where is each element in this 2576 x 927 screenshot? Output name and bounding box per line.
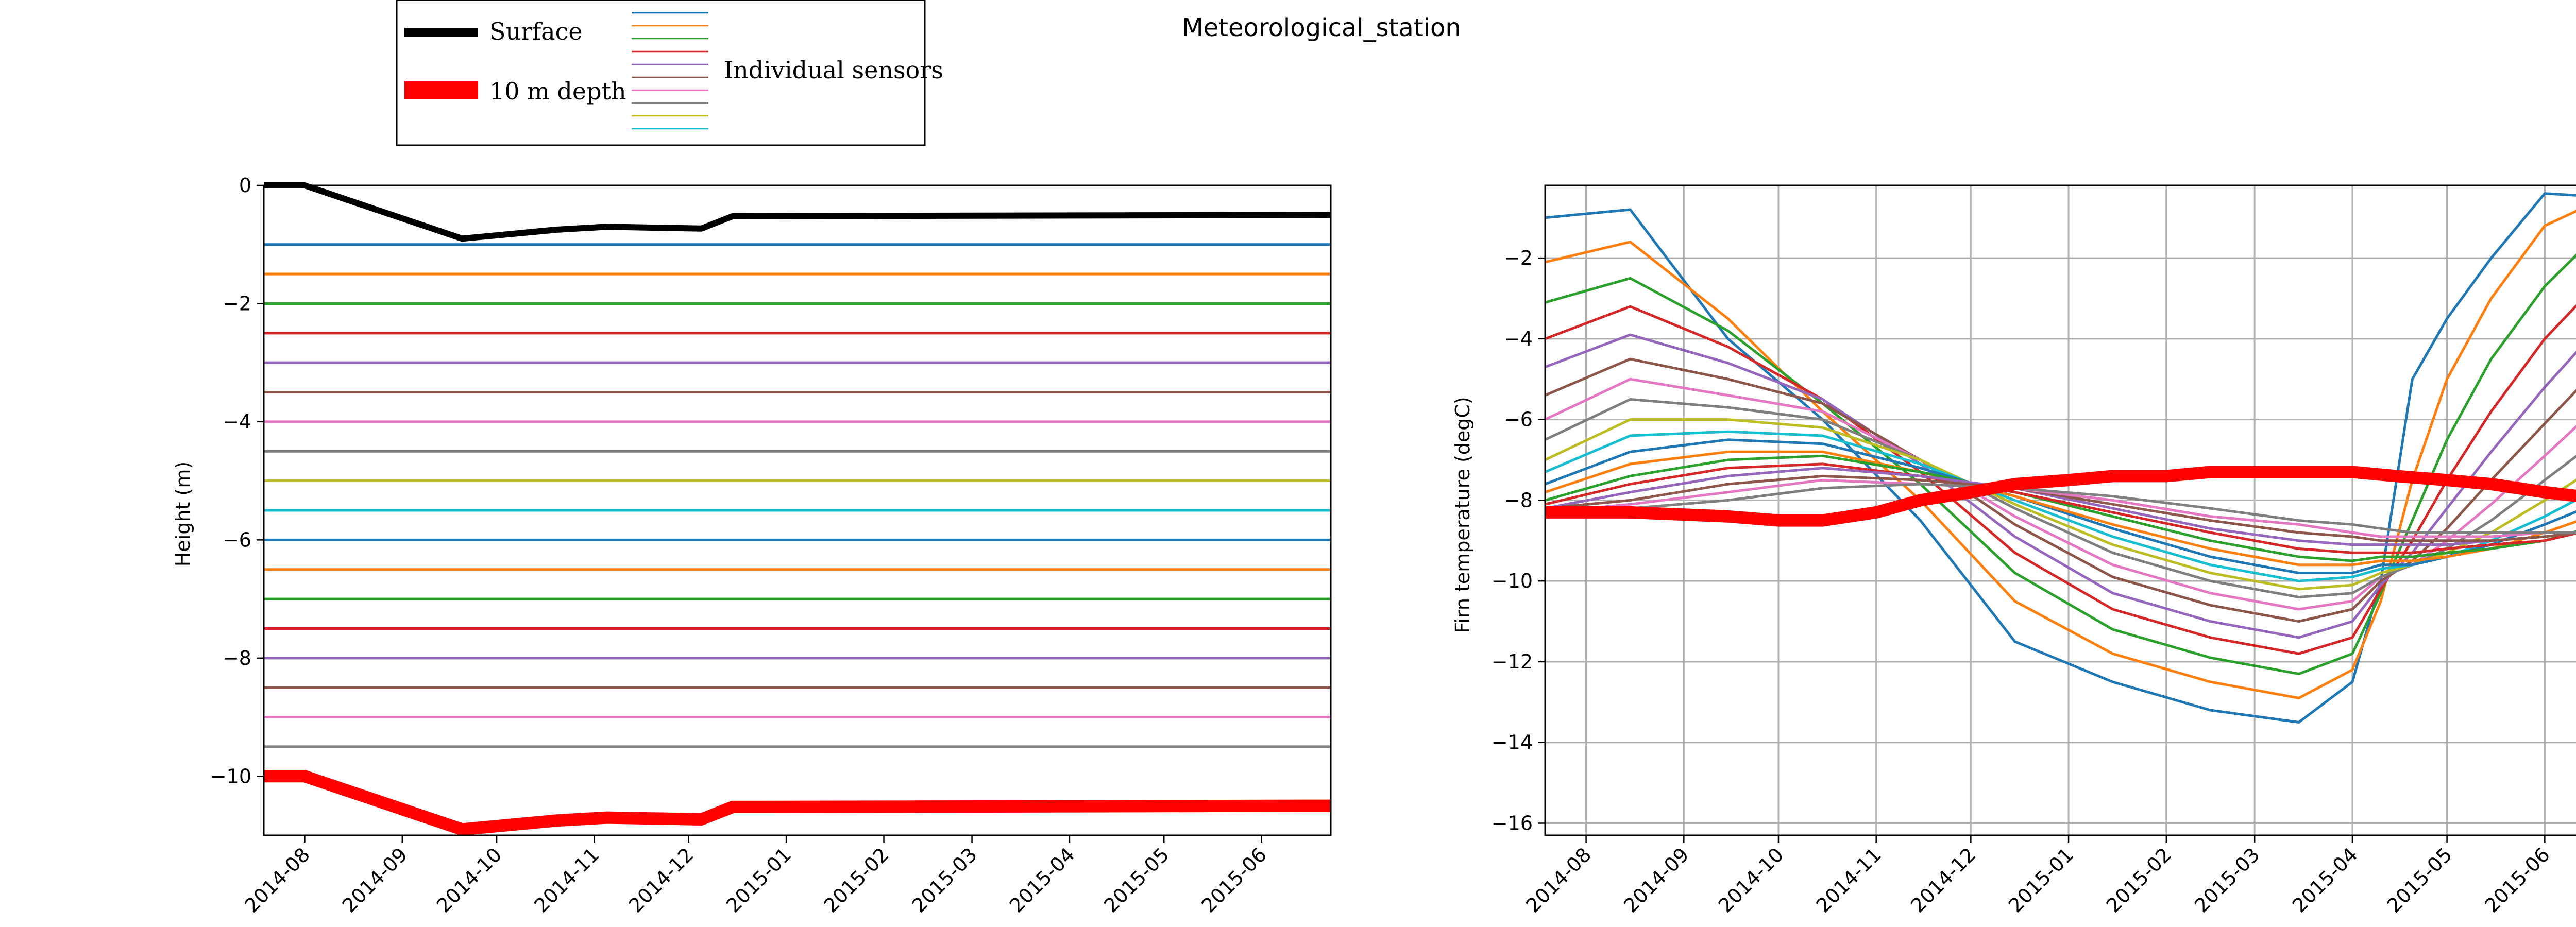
- height-y-tick-label: −2: [223, 292, 251, 315]
- sensor-temperature-line: [1545, 304, 2576, 655]
- depth-10m-line: [264, 770, 1331, 836]
- height-x-tick-label: 2014-09: [338, 843, 412, 917]
- temperature-x-tick-label: 2015-04: [2288, 843, 2362, 917]
- temperature-y-tick-label: −14: [1492, 731, 1533, 754]
- height-y-tick-label: −8: [223, 647, 251, 670]
- height-y-ticks: 0 −2 −4 −6 −8 −10: [210, 174, 264, 787]
- sensor-temperature-line: [1545, 454, 2576, 562]
- temperature-x-tick-label: 2015-02: [2102, 843, 2176, 917]
- figure-title: Meteorological_station: [1182, 13, 1461, 42]
- height-x-tick-label: 2015-06: [1197, 843, 1271, 917]
- sensor-temperature-line: [1545, 483, 2576, 534]
- sensor-temperature-line: [1545, 450, 2576, 566]
- height-x-tick-label: 2015-04: [1005, 843, 1079, 917]
- height-x-tick-label: 2015-05: [1099, 843, 1173, 917]
- height-x-tick-label: 2014-12: [624, 843, 698, 917]
- height-x-tick-label: 2015-01: [722, 843, 795, 917]
- sensor-temperature-line: [1545, 357, 2576, 623]
- height-axes-frame: [263, 184, 1332, 836]
- temperature-panel: 2014-08 2014-09 2014-10 2014-11 2014-12 2015-…: [1451, 184, 2576, 917]
- legend-frame: [396, 0, 926, 146]
- temperature-x-tick-label: 2015-03: [2190, 843, 2264, 917]
- sensor-temperature-line: [1545, 467, 2576, 546]
- temperature-x-tick-label: 2014-12: [1906, 843, 1980, 917]
- sensor-temperature-line: [1544, 377, 2576, 611]
- height-x-tick-label: 2015-03: [908, 843, 981, 917]
- height-series: [264, 182, 1331, 836]
- sensor-temperature-line: [1545, 462, 2576, 554]
- legend: Surface 10 m depth Individual sensors: [396, 0, 943, 146]
- temperature-y-tick-label: −4: [1504, 328, 1533, 350]
- depth-10m-temperature-line: [1545, 466, 2576, 527]
- temperature-axes-frame: [1544, 184, 2576, 836]
- temperature-y-ticks: −2 −4 −6 −8 −10 −12 −14 −16: [1492, 247, 1545, 834]
- temperature-y-tick-label: −6: [1504, 408, 1533, 431]
- temperature-x-tick-label: 2014-11: [1812, 843, 1886, 917]
- height-y-tick-label: −6: [223, 528, 251, 551]
- temperature-y-tick-label: −16: [1492, 812, 1533, 834]
- sensor-temperature-line: [1545, 430, 2576, 582]
- temperature-x-tick-label: 2015-01: [2004, 843, 2078, 917]
- height-y-axis-label: Height (m): [172, 461, 194, 566]
- legend-sensor-swatches: [632, 12, 708, 130]
- temperature-y-axis-label: Firn temperature (degC): [1451, 397, 1474, 633]
- temperature-y-tick-label: −8: [1504, 489, 1533, 511]
- temperature-x-tick-label: 2015-06: [2480, 843, 2554, 917]
- temperature-y-tick-label: −2: [1504, 247, 1533, 269]
- sensor-temperature-line: [1545, 478, 2576, 538]
- sensor-temperature-line: [1545, 210, 2576, 699]
- height-x-tick-label: 2014-11: [530, 843, 603, 917]
- temperature-y-tick-label: −12: [1492, 650, 1533, 673]
- temperature-y-tick-label: −10: [1492, 570, 1533, 592]
- temperature-x-tick-label: 2015-05: [2383, 843, 2456, 917]
- surface-line: [264, 182, 1331, 242]
- sensor-temperature-line: [1544, 398, 2576, 598]
- sensor-temperature-line: [1545, 253, 2576, 675]
- height-y-tick-label: −4: [223, 410, 251, 433]
- temperature-x-tick-label: 2014-10: [1714, 843, 1788, 917]
- height-y-tick-label: −10: [210, 765, 251, 787]
- temperature-grid: [1545, 185, 2576, 835]
- height-x-tick-label: 2015-02: [819, 843, 893, 917]
- temperature-x-tick-label: 2014-09: [1619, 843, 1693, 917]
- temperature-x-tick-label: 2014-08: [1522, 843, 1596, 917]
- sensor-temperature-line: [1545, 474, 2576, 542]
- temperature-series: [1544, 192, 2576, 724]
- legend-sensors-label: Individual sensors: [724, 56, 943, 84]
- height-x-tick-label: 2014-10: [432, 843, 506, 917]
- height-panel: 2014-08 2014-09 2014-10 2014-11 2014-12 2015-…: [172, 174, 1332, 917]
- height-y-tick-label: 0: [239, 174, 251, 197]
- sensor-temperature-line: [1545, 192, 2576, 724]
- legend-surface-label: Surface: [489, 18, 583, 45]
- legend-depth-label: 10 m depth: [489, 77, 626, 105]
- height-x-tick-label: 2014-08: [240, 843, 314, 917]
- temperature-x-ticks: 2014-08 2014-09 2014-10 2014-11 2014-12 2015-…: [1522, 835, 2554, 917]
- height-x-ticks: 2014-08 2014-09 2014-10 2014-11 2014-12 2015-…: [240, 835, 1271, 917]
